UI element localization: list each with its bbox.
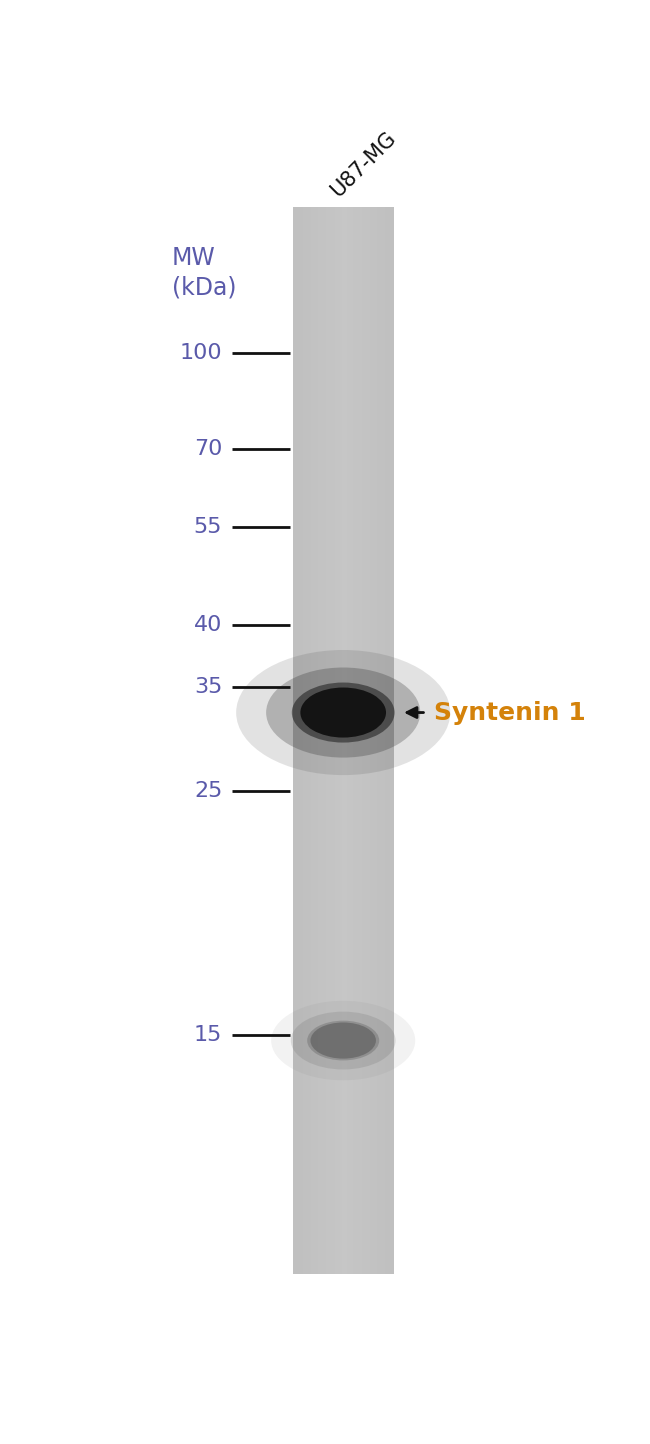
Bar: [301, 206, 303, 1274]
Bar: [387, 206, 389, 1274]
Ellipse shape: [291, 1012, 396, 1070]
Text: 70: 70: [194, 439, 222, 459]
Ellipse shape: [271, 1001, 415, 1080]
Bar: [321, 206, 323, 1274]
Bar: [361, 206, 363, 1274]
Bar: [343, 206, 345, 1274]
Bar: [320, 206, 321, 1274]
Bar: [303, 206, 305, 1274]
Bar: [305, 206, 306, 1274]
Bar: [355, 206, 357, 1274]
Bar: [369, 206, 370, 1274]
Bar: [370, 206, 372, 1274]
Bar: [384, 206, 385, 1274]
Bar: [385, 206, 387, 1274]
Bar: [332, 206, 333, 1274]
Bar: [360, 206, 361, 1274]
Bar: [335, 206, 337, 1274]
Ellipse shape: [266, 667, 421, 758]
Text: 100: 100: [179, 344, 222, 364]
Bar: [345, 206, 346, 1274]
Bar: [380, 206, 382, 1274]
Bar: [338, 206, 340, 1274]
Bar: [323, 206, 325, 1274]
Bar: [292, 206, 393, 1274]
Bar: [315, 206, 317, 1274]
Ellipse shape: [300, 687, 386, 738]
Text: 25: 25: [194, 781, 222, 801]
Bar: [357, 206, 358, 1274]
Bar: [294, 206, 296, 1274]
Bar: [346, 206, 348, 1274]
Bar: [292, 206, 294, 1274]
Bar: [311, 206, 313, 1274]
Text: 15: 15: [194, 1025, 222, 1045]
Bar: [340, 206, 341, 1274]
Text: U87-MG: U87-MG: [326, 129, 400, 201]
Bar: [330, 206, 332, 1274]
Bar: [390, 206, 392, 1274]
Bar: [392, 206, 394, 1274]
Bar: [389, 206, 390, 1274]
Text: Syntenin 1: Syntenin 1: [434, 700, 586, 725]
Bar: [375, 206, 377, 1274]
Bar: [337, 206, 338, 1274]
Bar: [318, 206, 320, 1274]
Bar: [358, 206, 360, 1274]
Ellipse shape: [236, 650, 450, 775]
Text: 40: 40: [194, 615, 222, 635]
Bar: [350, 206, 352, 1274]
Bar: [325, 206, 326, 1274]
Bar: [382, 206, 383, 1274]
Bar: [372, 206, 373, 1274]
Bar: [367, 206, 369, 1274]
Bar: [348, 206, 350, 1274]
Bar: [296, 206, 298, 1274]
Bar: [309, 206, 311, 1274]
Ellipse shape: [307, 1021, 379, 1060]
Text: 55: 55: [194, 517, 222, 537]
Text: MW
(kDa): MW (kDa): [172, 245, 237, 299]
Ellipse shape: [292, 683, 395, 742]
Bar: [328, 206, 330, 1274]
Bar: [365, 206, 367, 1274]
Bar: [300, 206, 301, 1274]
Bar: [333, 206, 335, 1274]
Bar: [373, 206, 375, 1274]
Bar: [354, 206, 355, 1274]
Text: 35: 35: [194, 677, 222, 697]
Bar: [377, 206, 378, 1274]
Bar: [352, 206, 354, 1274]
Bar: [306, 206, 308, 1274]
Bar: [378, 206, 380, 1274]
Bar: [363, 206, 365, 1274]
Bar: [313, 206, 315, 1274]
Bar: [341, 206, 343, 1274]
Bar: [298, 206, 300, 1274]
Ellipse shape: [311, 1022, 376, 1058]
Bar: [317, 206, 318, 1274]
Bar: [308, 206, 309, 1274]
Bar: [326, 206, 328, 1274]
